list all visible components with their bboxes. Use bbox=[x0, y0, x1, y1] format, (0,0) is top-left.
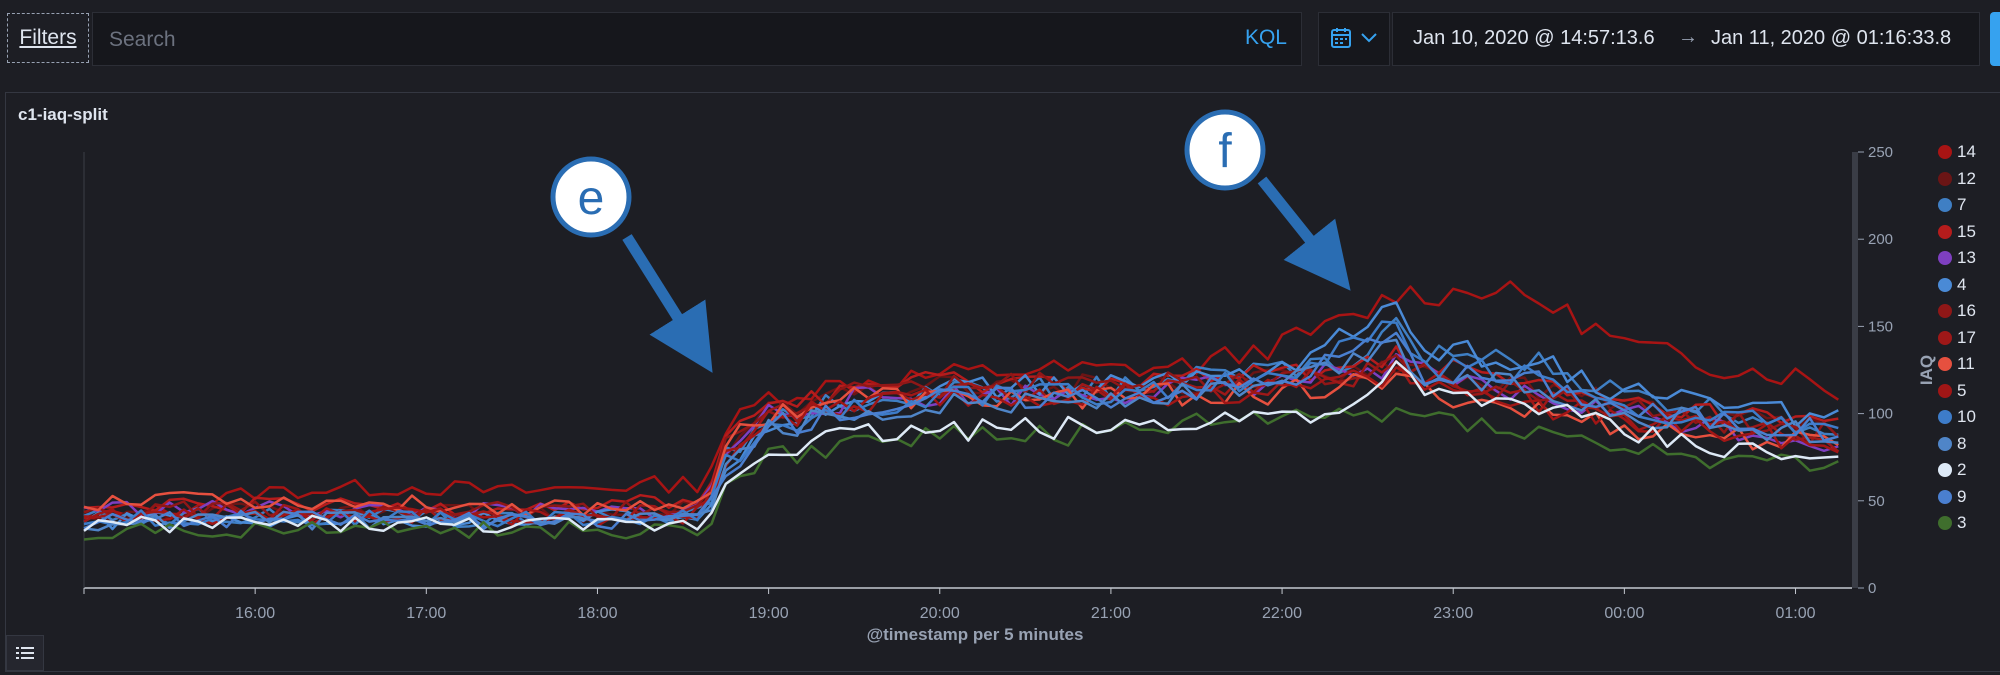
series-line-7 bbox=[83, 316, 1839, 529]
annotation-e-circle bbox=[550, 156, 632, 238]
start-date-button[interactable]: Jan 10, 2020 @ 14:57:13.6 bbox=[1413, 27, 1655, 49]
legend-label: 2 bbox=[1957, 460, 1967, 479]
legend-toggle-button[interactable] bbox=[6, 635, 44, 671]
legend-label: 14 bbox=[1957, 142, 1976, 161]
legend-item-2[interactable]: 2 bbox=[1938, 458, 1998, 482]
update-button[interactable] bbox=[1990, 12, 2000, 66]
legend-label: 12 bbox=[1957, 168, 1976, 188]
list-icon bbox=[16, 647, 34, 659]
legend-item-14[interactable]: 14 bbox=[1938, 140, 1998, 164]
annotation-e: e bbox=[550, 156, 713, 373]
annotation-e-arrow bbox=[622, 234, 713, 373]
legend-label: 4 bbox=[1957, 274, 1967, 294]
quick-select-date-button[interactable] bbox=[1318, 12, 1390, 66]
legend-item-3[interactable]: 3 bbox=[1938, 511, 1998, 535]
legend-item-10[interactable]: 10 bbox=[1938, 405, 1998, 429]
legend-dot-icon bbox=[1938, 410, 1952, 424]
legend-label: 15 bbox=[1957, 221, 1976, 241]
legend-dot-icon bbox=[1938, 277, 1952, 292]
series-line-4 bbox=[83, 301, 1839, 531]
annotation-f-arrow bbox=[1257, 176, 1351, 291]
legend-item-8[interactable]: 8 bbox=[1938, 432, 1998, 456]
legend-label: 5 bbox=[1957, 380, 1967, 400]
legend-dot-icon bbox=[1938, 516, 1952, 530]
legend-item-5[interactable]: 5 bbox=[1938, 379, 1998, 403]
y-tick-label: 150 bbox=[1868, 318, 1893, 335]
series-line-2 bbox=[83, 360, 1839, 534]
x-tick-label: 22:00 bbox=[1262, 605, 1302, 622]
legend-label: 9 bbox=[1957, 486, 1967, 506]
y-tick-label: 0 bbox=[1868, 580, 1876, 597]
legend-item-12[interactable]: 12 bbox=[1938, 167, 1998, 191]
legend-dot-icon bbox=[1938, 198, 1952, 212]
legend-dot-icon bbox=[1938, 489, 1952, 504]
legend-label: 3 bbox=[1957, 513, 1967, 532]
x-tick-label: 17:00 bbox=[406, 605, 446, 622]
series-line-17 bbox=[83, 359, 1840, 524]
legend-item-13[interactable]: 13 bbox=[1938, 246, 1998, 270]
legend-item-16[interactable]: 16 bbox=[1938, 299, 1998, 323]
series-line-15 bbox=[83, 345, 1839, 516]
legend-label: 8 bbox=[1957, 433, 1967, 453]
x-tick-label: 19:00 bbox=[749, 605, 789, 622]
legend-item-7[interactable]: 7 bbox=[1938, 193, 1998, 217]
legend-dot-icon bbox=[1938, 145, 1952, 159]
calendar-icon bbox=[1331, 28, 1351, 48]
annotation-f-circle bbox=[1184, 109, 1266, 191]
x-tick-label: 20:00 bbox=[920, 605, 960, 622]
series-line-9 bbox=[83, 331, 1839, 531]
legend-item-9[interactable]: 9 bbox=[1938, 485, 1998, 509]
x-tick-label: 16:00 bbox=[235, 605, 275, 622]
series-line-10 bbox=[83, 320, 1839, 528]
legend-dot-icon bbox=[1938, 357, 1952, 371]
annotation-f: f bbox=[1184, 109, 1351, 291]
y-axis-label: IAQ bbox=[1917, 355, 1936, 385]
y-tick-label: 50 bbox=[1868, 493, 1885, 510]
query-bar: Filters KQL Jan 10, 2020 @ 14:57:13.6 → … bbox=[0, 0, 2000, 80]
x-tick-label: 18:00 bbox=[577, 605, 617, 622]
x-tick-label: 23:00 bbox=[1433, 605, 1473, 622]
annotation-f-label: f bbox=[1218, 125, 1232, 178]
y-tick-label: 250 bbox=[1868, 144, 1893, 161]
legend-label: 16 bbox=[1957, 301, 1976, 320]
legend-item-15[interactable]: 15 bbox=[1938, 220, 1998, 244]
arrow-right-icon: → bbox=[1678, 26, 1698, 48]
series-line-14 bbox=[83, 280, 1839, 522]
legend-dot-icon bbox=[1938, 463, 1952, 477]
series-line-8 bbox=[83, 338, 1839, 532]
legend-dot-icon bbox=[1938, 330, 1952, 345]
search-input[interactable] bbox=[107, 13, 1111, 67]
y-tick-label: 100 bbox=[1868, 406, 1893, 423]
panel-title: c1-iaq-split bbox=[18, 105, 108, 124]
search-box[interactable]: KQL bbox=[92, 12, 1302, 67]
y-axis-bar bbox=[1852, 152, 1858, 588]
legend-item-4[interactable]: 4 bbox=[1938, 273, 1998, 297]
legend-dot-icon bbox=[1938, 383, 1952, 398]
legend-dot-icon bbox=[1938, 224, 1952, 239]
kql-toggle-button[interactable]: KQL bbox=[1244, 26, 1287, 49]
legend-item-11[interactable]: 11 bbox=[1938, 352, 1998, 376]
x-axis-label: @timestamp per 5 minutes bbox=[867, 625, 1084, 644]
x-tick-label: 00:00 bbox=[1604, 605, 1644, 622]
end-date-button[interactable]: Jan 11, 2020 @ 01:16:33.8 bbox=[1711, 27, 1952, 49]
annotation-e-label: e bbox=[578, 172, 605, 225]
date-range-picker: Jan 10, 2020 @ 14:57:13.6 → Jan 11, 2020… bbox=[1392, 12, 1980, 66]
y-tick-label: 200 bbox=[1868, 231, 1893, 248]
legend-dot-icon bbox=[1938, 436, 1952, 451]
legend-dot-icon bbox=[1938, 171, 1952, 186]
legend-label: 11 bbox=[1957, 354, 1975, 373]
legend-label: 13 bbox=[1957, 248, 1976, 267]
legend-label: 10 bbox=[1957, 407, 1976, 426]
filters-button[interactable]: Filters bbox=[7, 13, 89, 63]
legend-label: 17 bbox=[1957, 327, 1976, 347]
legend-label: 7 bbox=[1957, 195, 1967, 214]
chevron-down-icon bbox=[1361, 33, 1377, 43]
legend-dot-icon bbox=[1938, 251, 1952, 265]
x-tick-label: 01:00 bbox=[1775, 605, 1815, 622]
x-tick-label: 21:00 bbox=[1091, 605, 1131, 622]
legend-item-17[interactable]: 17 bbox=[1938, 326, 1998, 350]
legend-dot-icon bbox=[1938, 304, 1952, 318]
